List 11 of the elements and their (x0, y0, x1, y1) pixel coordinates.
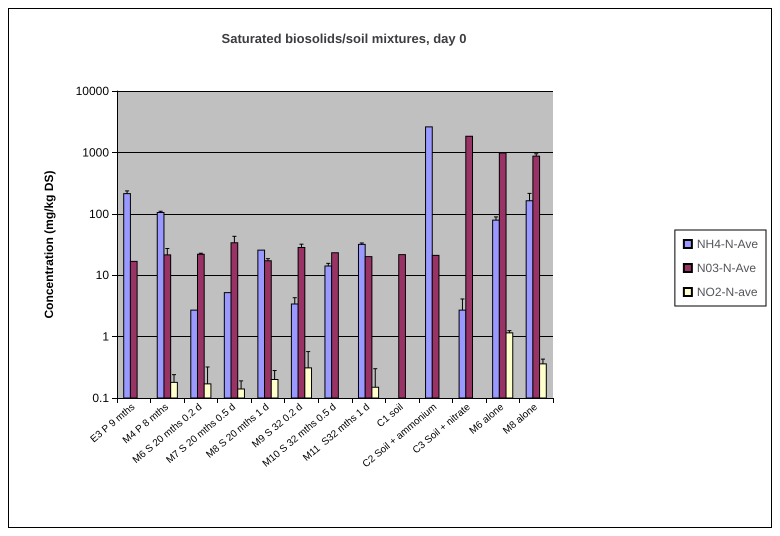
y-tick-label: 10 (96, 268, 110, 282)
y-axis-title: Concentration (mg/kg DS) (42, 170, 56, 319)
y-tick-label: 1000 (82, 145, 110, 160)
y-tick-label: 1 (102, 330, 110, 344)
y-tick-label: 10000 (76, 84, 110, 98)
legend-label: NO2-N-ave (696, 285, 758, 299)
legend-label: N03-N-Ave (696, 261, 756, 275)
y-tick-label: 100 (88, 206, 110, 221)
chart-title: Saturated biosolids/soil mixtures, day 0 (222, 31, 466, 46)
y-tick-label: 0.1 (92, 391, 110, 405)
legend-label: NH4-N-Ave (696, 237, 758, 251)
